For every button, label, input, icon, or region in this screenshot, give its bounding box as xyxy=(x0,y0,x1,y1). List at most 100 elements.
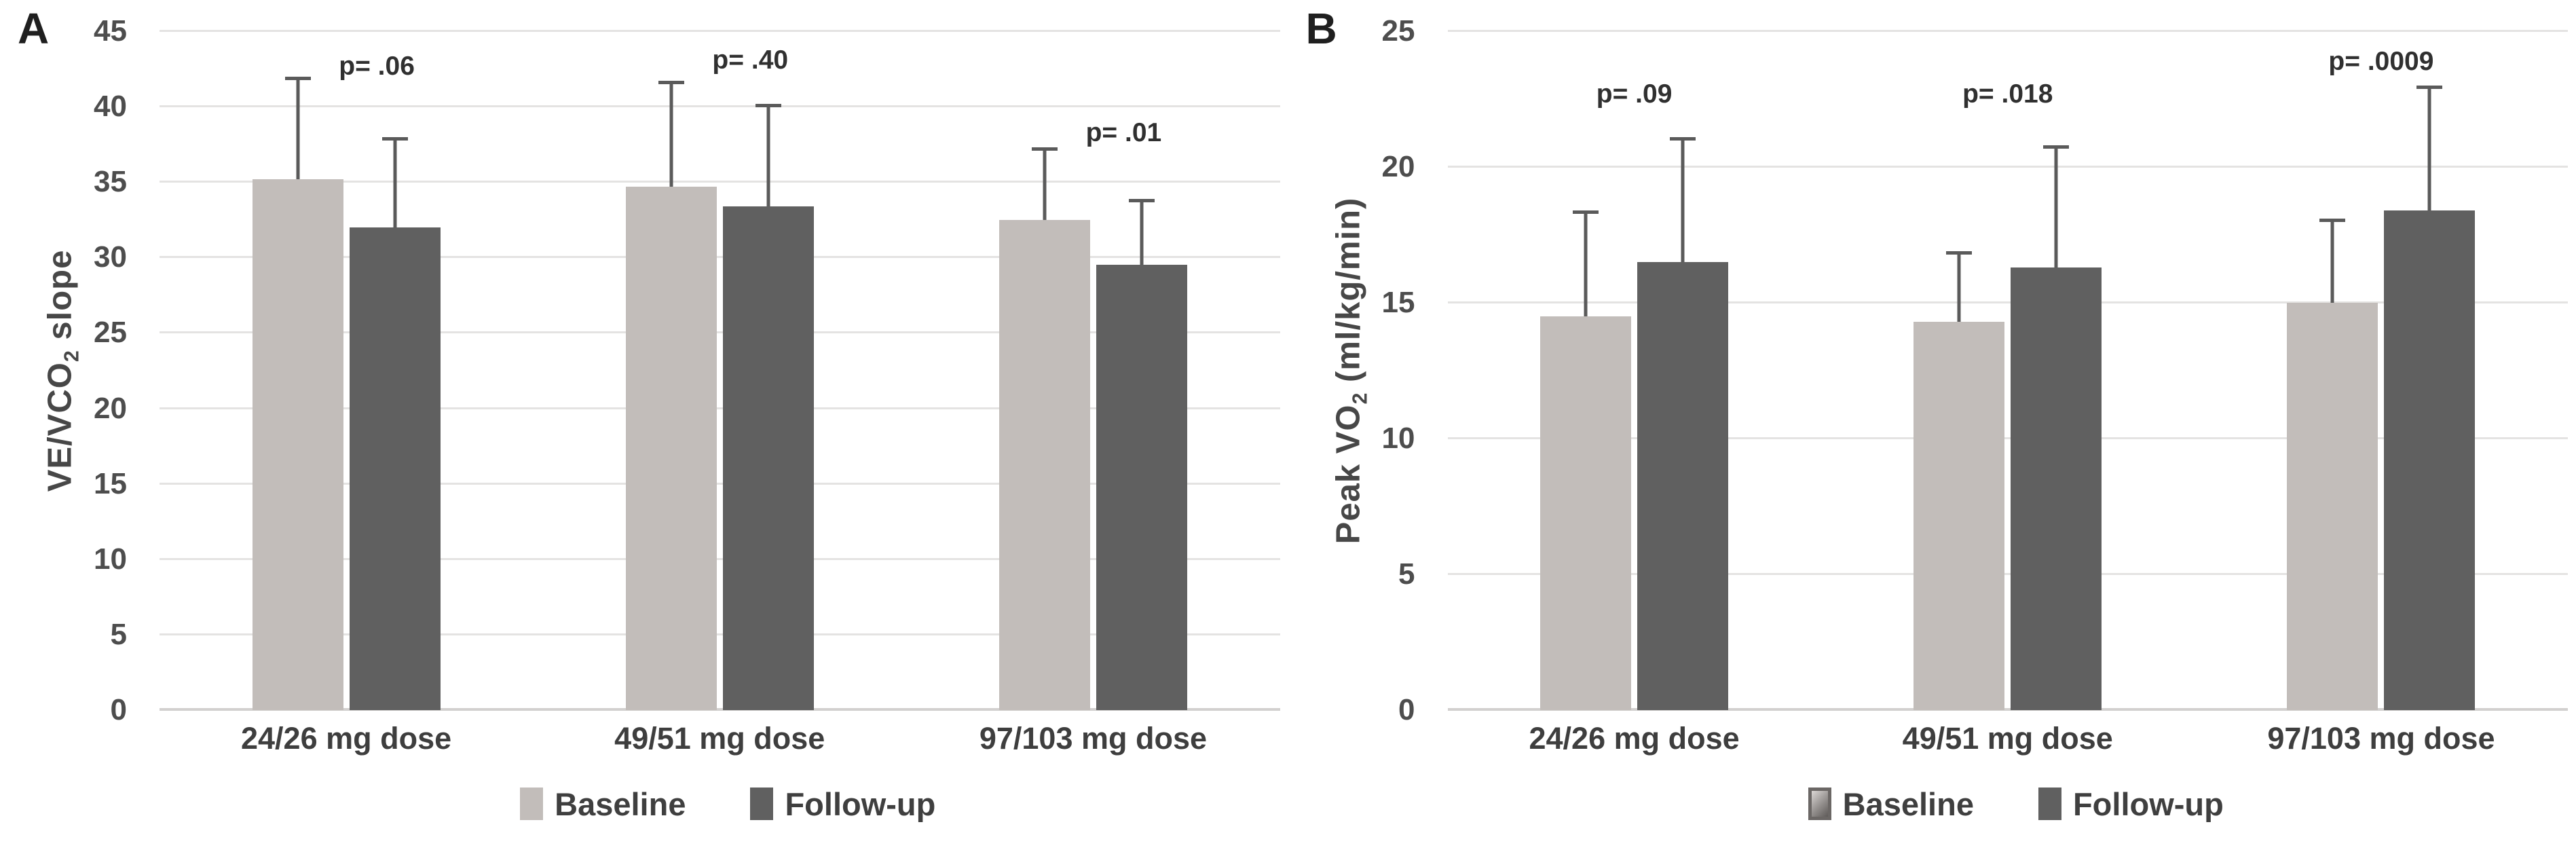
panel-A-legend-swatch-baseline-icon xyxy=(520,788,544,820)
panel-B-y-axis-ticks: 25 20 15 10 5 0 xyxy=(1288,16,1448,725)
panel-A-legend: Baseline Follow-up xyxy=(168,788,1288,820)
panel-A-group-0-follow-up-error-bar xyxy=(381,136,408,227)
panel-A-group-1-follow-up-bar xyxy=(722,103,814,710)
panel-B-legend-swatch-baseline-icon xyxy=(1808,788,1831,820)
panel-B-legend-label-follow-up: Follow-up xyxy=(2072,785,2224,822)
panel-B-group-2-baseline-bar xyxy=(2287,219,2378,710)
panel-B-group-2: p= .0009 xyxy=(2195,31,2568,710)
panel-B-group-1-baseline-bar xyxy=(1914,251,2005,710)
panel-B-category-label-0: 24/26 mg dose xyxy=(1529,721,1740,756)
panel-A-x-axis-line xyxy=(160,708,1280,711)
panel-B-group-1-baseline-error-stem xyxy=(1957,251,1961,322)
panel-B-legend-label-baseline: Baseline xyxy=(1842,785,1974,822)
panel-B-category-label-1: 49/51 mg dose xyxy=(1902,721,2113,756)
panel-B-p-value-0: p= .09 xyxy=(1596,79,1673,109)
panel-B-gridline-25 xyxy=(1447,30,2568,32)
panel-A-gridline-30 xyxy=(160,256,1280,259)
panel-A-category-label-0: 24/26 mg dose xyxy=(241,721,452,756)
panel-B-category-labels: 24/26 mg dose 49/51 mg dose 97/103 mg dose xyxy=(1448,721,2569,756)
panel-A-p-value-0: p= .06 xyxy=(339,52,415,81)
panel-B-group-2-follow-up-error-bar xyxy=(2416,86,2443,210)
panel-B-category-label-2: 97/103 mg dose xyxy=(2267,721,2495,756)
panel-A-ytick-25: 25 xyxy=(94,316,127,350)
panel-B-legend-swatch-follow-up-icon xyxy=(2038,788,2061,820)
panel-A-group-1-baseline-error-bar xyxy=(658,81,684,187)
panel-B-ytick-15: 15 xyxy=(1381,286,1415,319)
panel-B-plot-area: p= .09 p= .018 p= .0009 xyxy=(1447,30,2568,711)
panel-B-group-1-follow-up-error-cap xyxy=(2043,145,2070,149)
panel-A-category-labels: 24/26 mg dose 49/51 mg dose 97/103 mg dose xyxy=(160,721,1280,756)
panel-B-group-0-follow-up-error-stem xyxy=(1681,137,1685,262)
panel-B-group-0-baseline-error-stem xyxy=(1584,210,1588,316)
panel-A-gridline-25 xyxy=(160,331,1280,334)
panel-A-group-2-follow-up-error-stem xyxy=(1140,198,1144,265)
panel-A-gridline-5 xyxy=(160,633,1280,635)
panel-B-ytick-5: 5 xyxy=(1398,557,1415,591)
panel-B-letter: B xyxy=(1305,4,1337,53)
panel-A-legend-item-baseline: Baseline xyxy=(520,788,686,820)
panel-A-letter: A xyxy=(18,4,50,53)
panel-B-group-2-follow-up-error-stem xyxy=(2427,86,2431,210)
panel-A-group-1-follow-up-error-bar xyxy=(755,103,781,206)
panel-B-group-1-baseline-error-bar xyxy=(1946,251,1973,322)
panel-A-ytick-5: 5 xyxy=(110,617,127,651)
panel-A-bar-groups: p= .06 p= .40 p= .01 xyxy=(160,31,1280,710)
panel-B-ytick-25: 25 xyxy=(1381,14,1415,48)
panel-A-body: 45 40 35 30 25 20 15 10 5 0 p= .06 p= .40 p= .01 24… xyxy=(0,16,1288,756)
panel-A-group-0-follow-up-error-cap xyxy=(381,136,408,141)
panel-B: B Peak VO2 (ml/kg/min) 25 20 15 10 5 0 p= .09… xyxy=(1288,0,2576,852)
panel-A-category-label-2: 97/103 mg dose xyxy=(979,721,1208,756)
panel-A-group-1: p= .40 xyxy=(533,31,906,710)
panel-A-legend-swatch-follow-up-icon xyxy=(750,788,774,820)
panel-A-group-2-follow-up-error-bar xyxy=(1128,198,1155,265)
panel-A-p-value-1: p= .40 xyxy=(712,45,789,75)
panel-B-legend: Baseline Follow-up xyxy=(1456,788,2576,820)
panel-B-legend-item-baseline: Baseline xyxy=(1808,788,1974,820)
panel-A-group-2-follow-up-error-cap xyxy=(1128,198,1155,202)
panel-A-ytick-40: 40 xyxy=(94,90,127,124)
panel-B-group-0-follow-up-error-bar xyxy=(1670,137,1696,262)
panel-A-group-0: p= .06 xyxy=(160,31,533,710)
panel-B-group-0-follow-up-bar xyxy=(1637,137,1729,710)
panel-B-group-0-baseline-error-cap xyxy=(1573,210,1599,214)
panel-B-group-0-baseline-bar xyxy=(1540,210,1632,710)
panel-A-ytick-30: 30 xyxy=(94,240,127,274)
panel-B-group-2-baseline-error-stem xyxy=(2330,219,2334,303)
panel-B-legend-item-follow-up: Follow-up xyxy=(2038,788,2224,820)
panel-A-group-2: p= .01 xyxy=(906,31,1280,710)
panel-A-group-0-baseline-error-cap xyxy=(284,76,311,80)
panel-A-ytick-45: 45 xyxy=(94,14,127,48)
panel-A-plot-area: p= .06 p= .40 p= .01 xyxy=(160,30,1280,711)
panel-A-legend-label-baseline: Baseline xyxy=(555,785,686,822)
panel-A-group-1-baseline-error-stem xyxy=(669,81,673,187)
panel-B-ytick-0: 0 xyxy=(1398,693,1415,726)
panel-B-group-1-follow-up-bar xyxy=(2011,145,2102,710)
panel-A-y-axis-ticks: 45 40 35 30 25 20 15 10 5 0 xyxy=(0,16,160,725)
panel-A-category-label-1: 49/51 mg dose xyxy=(614,721,825,756)
panel-B-body: 25 20 15 10 5 0 p= .09 p= .018 p= .0009 24/26 m… xyxy=(1288,16,2576,756)
panel-A-gridline-45 xyxy=(160,30,1280,32)
panel-A-group-0-follow-up-bar xyxy=(349,136,441,710)
panel-B-group-0: p= .09 xyxy=(1448,31,1821,710)
panel-B-group-2-follow-up-error-cap xyxy=(2416,86,2443,89)
panel-A-ytick-10: 10 xyxy=(94,542,127,576)
panel-B-ytick-20: 20 xyxy=(1381,150,1415,183)
panel-A-group-0-follow-up-error-stem xyxy=(393,136,397,227)
panel-A-group-0-baseline-bar xyxy=(252,76,343,710)
panel-B-gridline-20 xyxy=(1447,166,2568,168)
panel-B-group-0-baseline-error-bar xyxy=(1573,210,1599,316)
panel-B-group-1: p= .018 xyxy=(1821,31,2195,710)
panel-B-group-1-follow-up-error-stem xyxy=(2054,145,2058,267)
panel-A-group-1-baseline-bar xyxy=(625,81,717,710)
panel-B-group-2-follow-up-bar xyxy=(2384,86,2476,710)
panel-A-legend-label-follow-up: Follow-up xyxy=(785,785,936,822)
panel-B-group-0-follow-up-error-cap xyxy=(1670,137,1696,141)
panel-B-gridline-5 xyxy=(1447,573,2568,575)
panel-A-group-2-baseline-error-cap xyxy=(1031,147,1058,151)
panel-A-group-2-baseline-error-stem xyxy=(1043,147,1047,220)
panel-B-group-1-follow-up-error-bar xyxy=(2043,145,2070,267)
panel-A-group-1-follow-up-error-stem xyxy=(766,103,770,206)
panel-A-gridline-15 xyxy=(160,482,1280,485)
panel-B-x-axis-line xyxy=(1447,708,2568,711)
